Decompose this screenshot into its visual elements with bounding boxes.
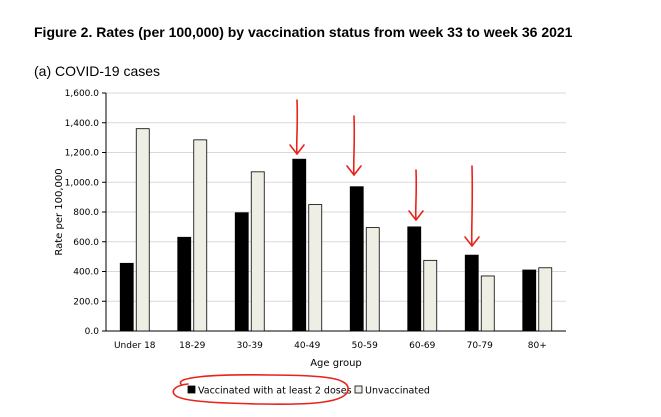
- y-tick-label: 0.0: [85, 327, 100, 337]
- x-tick-label: 80+: [528, 341, 547, 351]
- bar-vaccinated: [292, 158, 307, 332]
- legend-swatch-vaccinated: [187, 385, 196, 394]
- bar-vaccinated: [119, 262, 134, 332]
- legend-swatch-unvaccinated: [354, 385, 363, 394]
- red-arrow-head: [289, 144, 305, 155]
- red-arrow-shaft: [470, 165, 474, 247]
- y-tick-label: 200.0: [73, 297, 99, 307]
- y-axis-title: Rate per 100,000: [54, 168, 65, 255]
- red-arrow-head: [346, 165, 362, 176]
- y-tick-label: 1,200.0: [65, 149, 100, 159]
- y-tick-label: 1,400.0: [65, 119, 100, 129]
- bar-unvaccinated: [480, 275, 495, 332]
- bar-unvaccinated: [250, 171, 265, 332]
- bar-vaccinated: [177, 236, 192, 332]
- bar-vaccinated: [522, 269, 537, 332]
- x-tick-label: 50-59: [352, 341, 378, 351]
- bar-vaccinated: [464, 254, 479, 332]
- legend-label-vaccinated: Vaccinated with at least 2 doses: [198, 386, 352, 397]
- y-tick-label: 1,600.0: [65, 89, 100, 99]
- x-tick-label: 30-39: [237, 341, 263, 351]
- red-arrow-shaft: [295, 99, 299, 155]
- x-tick-label: 60-69: [409, 341, 435, 351]
- y-tick-label: 400.0: [73, 268, 99, 278]
- x-tick-label: 40-49: [294, 341, 320, 351]
- red-arrow-head: [464, 236, 480, 247]
- y-tick-label: 600.0: [73, 238, 99, 248]
- x-tick-label: 70-79: [467, 341, 493, 351]
- bar-unvaccinated: [423, 259, 438, 332]
- bar-vaccinated: [349, 186, 364, 332]
- y-tick-label: 1,000.0: [65, 178, 100, 188]
- bar-unvaccinated: [135, 128, 150, 332]
- x-tick-label: Under 18: [114, 341, 156, 351]
- red-arrow-head: [408, 210, 424, 221]
- x-tick-label: 18-29: [179, 341, 205, 351]
- figure-title: Figure 2. Rates (per 100,000) by vaccina…: [34, 24, 573, 40]
- bar-unvaccinated: [538, 267, 553, 332]
- x-axis-title: Age group: [310, 358, 362, 369]
- bar-unvaccinated: [193, 139, 208, 332]
- red-arrow-shaft: [414, 169, 418, 221]
- legend-circle-annotation: [172, 374, 349, 406]
- red-arrow-shaft: [352, 115, 356, 176]
- bar-unvaccinated: [308, 204, 323, 332]
- legend-label-unvaccinated: Unvaccinated: [365, 386, 430, 397]
- figure-subtitle: (a) COVID-19 cases: [34, 63, 161, 79]
- bar-vaccinated: [234, 212, 249, 332]
- bar-vaccinated: [407, 226, 422, 332]
- bar-unvaccinated: [365, 227, 380, 332]
- y-tick-label: 800.0: [73, 208, 99, 218]
